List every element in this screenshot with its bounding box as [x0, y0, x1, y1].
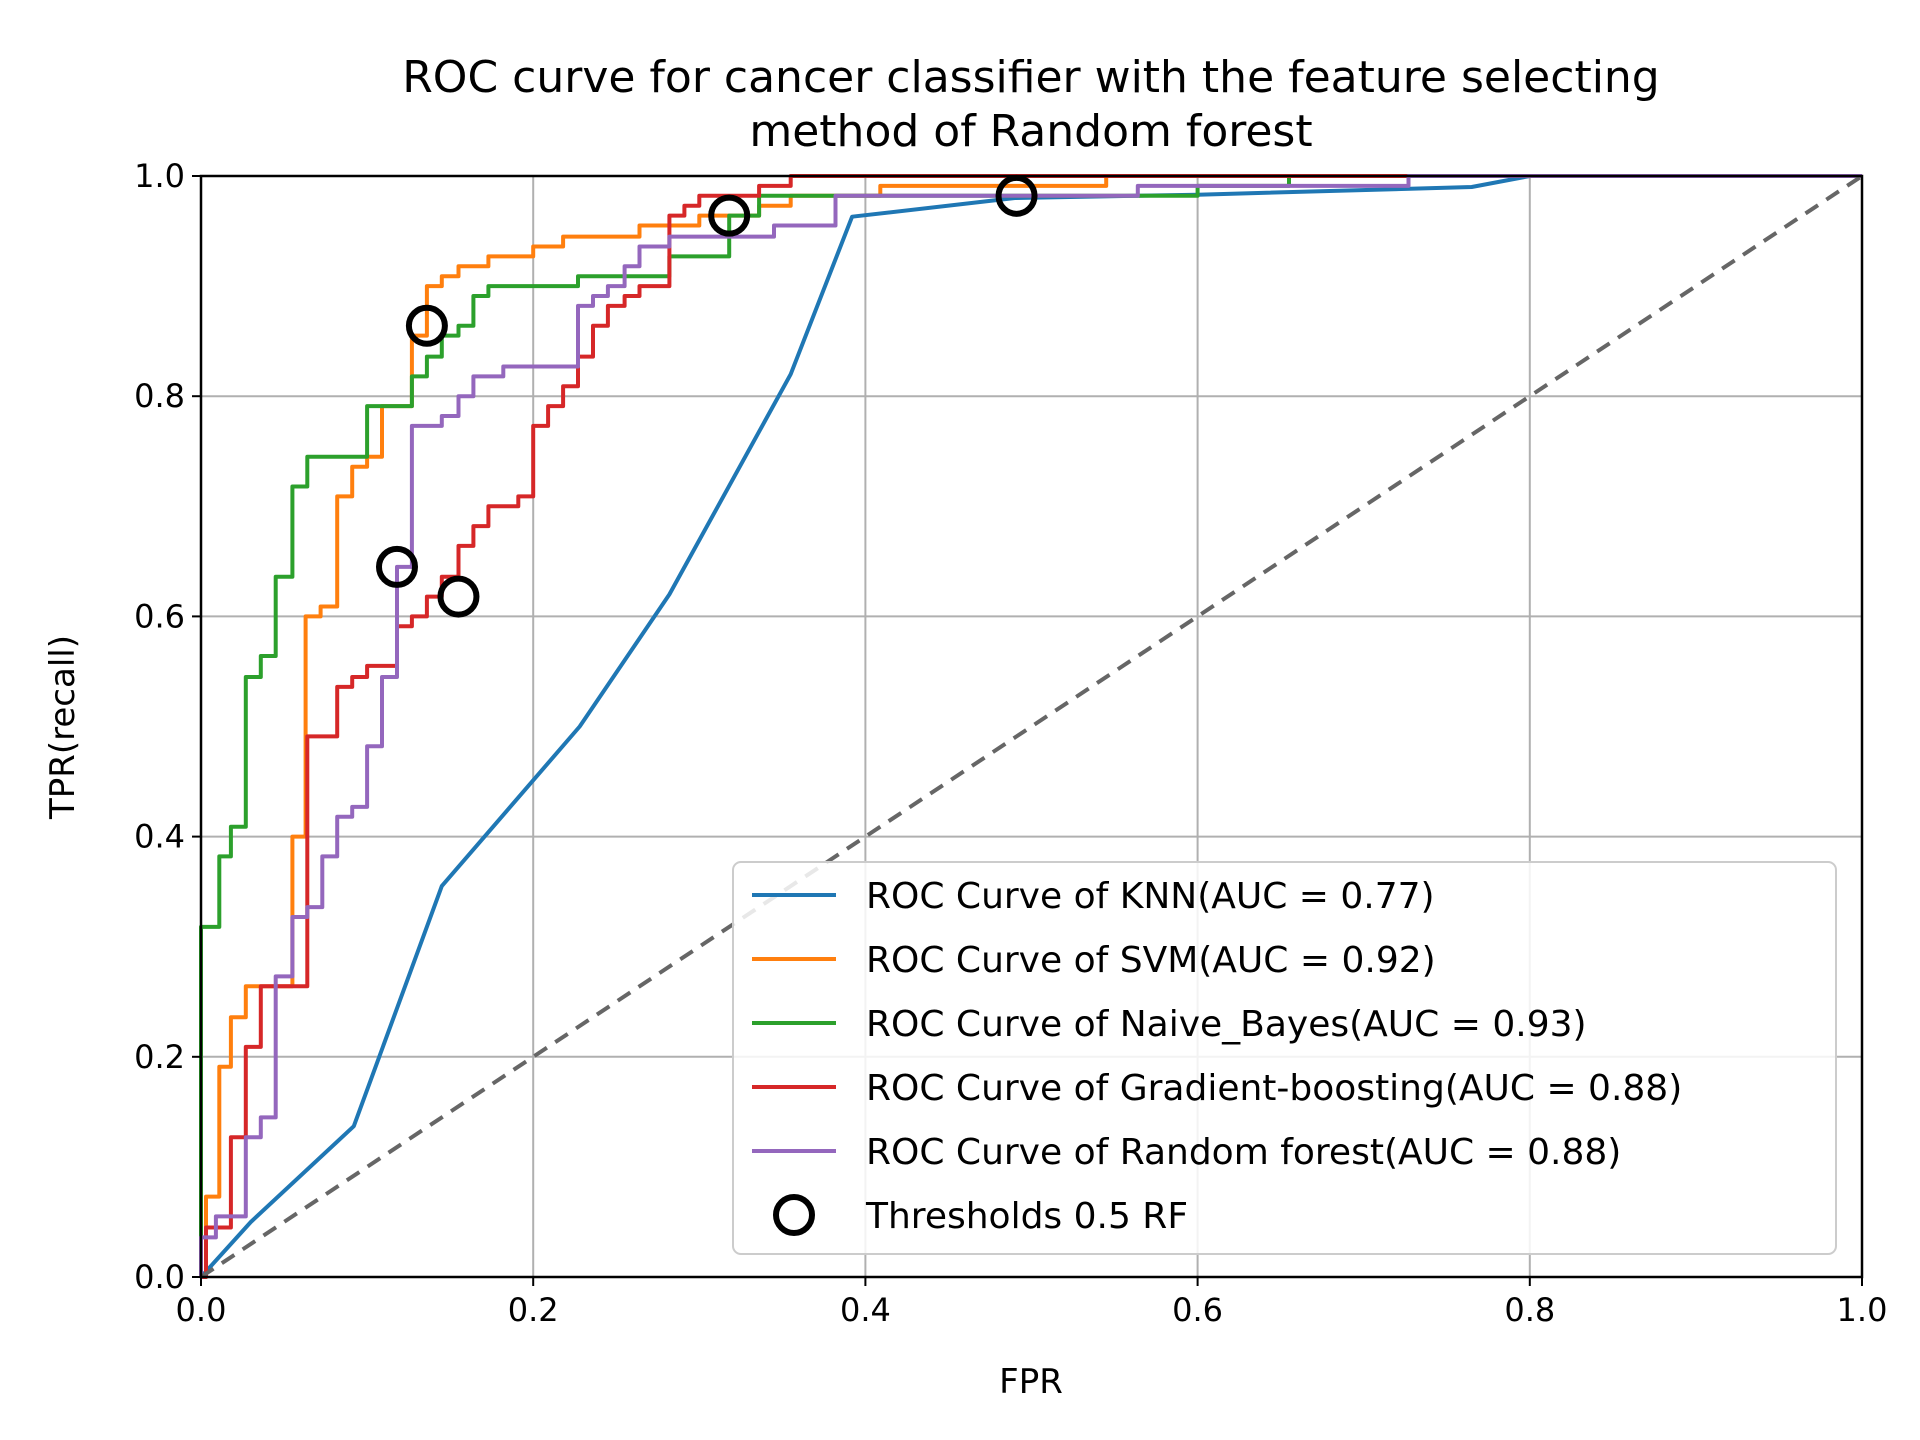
threshold-marker — [375, 545, 418, 588]
legend-items: ROC Curve of KNN(AUC = 0.77) ROC Curve of… — [752, 876, 1682, 1237]
chart-title: ROC curve for cancer classifier with the… — [402, 52, 1660, 103]
y-tick-label: 0.2 — [134, 1038, 185, 1076]
legend-box — [732, 861, 1837, 1255]
diagonal-reference-line — [199, 174, 1864, 1279]
threshold-marker — [995, 174, 1038, 217]
threshold-marker — [708, 194, 751, 237]
legend-label: ROC Curve of Naive_Bayes(AUC = 0.93) — [866, 1004, 1587, 1045]
x-tick-label: 0.4 — [840, 1291, 891, 1329]
threshold-marker — [437, 575, 480, 618]
x-tick-label: 0.2 — [508, 1291, 559, 1329]
y-tick-label: 0.4 — [134, 818, 185, 856]
legend-label: ROC Curve of KNN(AUC = 0.77) — [866, 876, 1435, 917]
y-axis-label: TPR(recall) — [43, 635, 83, 820]
y-tick-label: 0.6 — [134, 597, 185, 635]
legend-marker-swatch — [773, 1194, 815, 1236]
legend-label: ROC Curve of Gradient-boosting(AUC = 0.8… — [866, 1068, 1682, 1109]
legend: ROC Curve of KNN(AUC = 0.77) ROC Curve of… — [732, 861, 1837, 1255]
x-axis-label: FPR — [999, 1362, 1063, 1402]
threshold-markers — [375, 174, 1038, 618]
x-tick-label: 0.0 — [176, 1291, 227, 1329]
y-tick-label: 0.0 — [134, 1258, 185, 1296]
grid — [200, 175, 1863, 1278]
x-tick-label: 1.0 — [1837, 1291, 1888, 1329]
plot-frame — [199, 174, 1864, 1279]
axis-ticks: 0.0 0.2 0.4 0.6 0.8 1.0 0.0 0.2 0.4 0.6 0.8 1.0 — [134, 157, 1887, 1329]
y-tick-label: 0.8 — [134, 377, 185, 415]
legend-label: ROC Curve of SVM(AUC = 0.92) — [866, 940, 1436, 981]
x-tick-label: 0.6 — [1172, 1291, 1223, 1329]
series-line-3 — [201, 174, 1862, 1279]
threshold-marker — [405, 304, 448, 347]
series-line-4 — [199, 174, 1862, 1277]
x-tick-label: 0.8 — [1504, 1291, 1555, 1329]
series-line-0 — [199, 174, 1862, 1279]
y-tick-label: 1.0 — [134, 157, 185, 195]
legend-label: Thresholds 0.5 RF — [865, 1196, 1188, 1237]
chart-subtitle: method of Random forest — [749, 106, 1312, 157]
legend-label: ROC Curve of Random forest(AUC = 0.88) — [866, 1132, 1621, 1173]
